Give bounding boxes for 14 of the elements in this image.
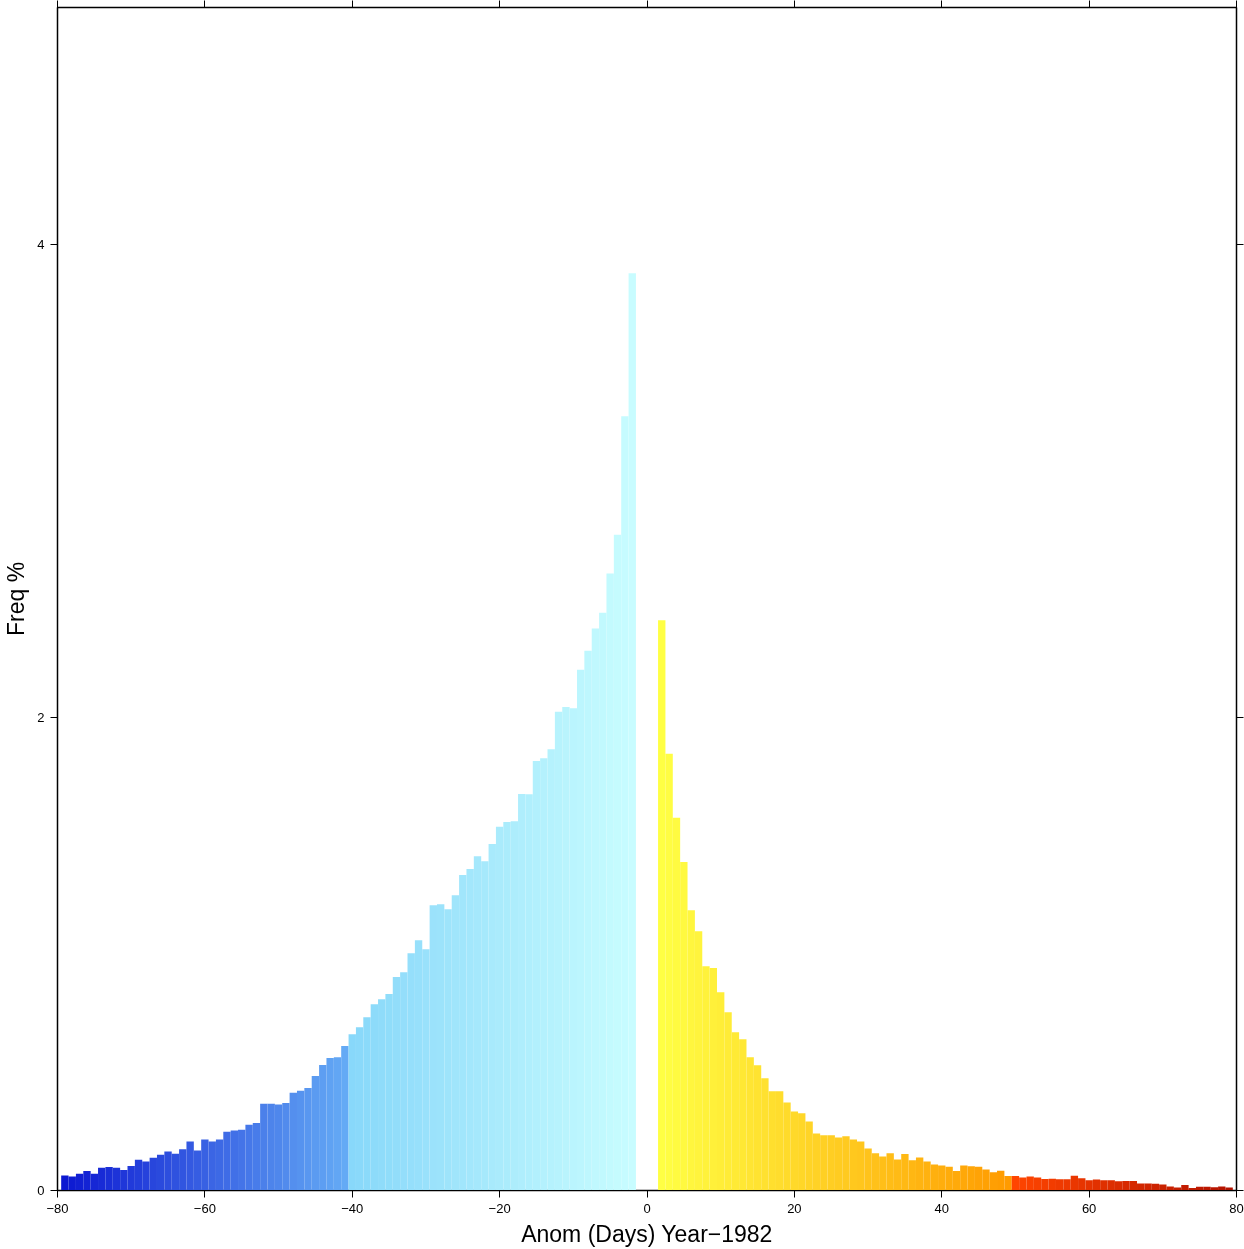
y-tick-label: 0: [37, 1183, 45, 1198]
x-axis-title: Anom (Days) Year−1982: [521, 1220, 773, 1247]
x-tick-label: 0: [643, 1200, 651, 1216]
x-tick-label: −80: [46, 1200, 69, 1216]
y-tick-label: 4: [37, 236, 45, 252]
x-tick-label: −40: [341, 1200, 364, 1216]
x-tick-label: 20: [787, 1200, 802, 1216]
x-tick-label: 40: [934, 1200, 949, 1216]
x-tick-label: 80: [1229, 1200, 1244, 1216]
x-tick-label: −20: [488, 1200, 511, 1216]
y-axis-title: Freq %: [3, 561, 30, 637]
y-tick-label: 2: [37, 709, 45, 725]
x-tick-label: 60: [1081, 1200, 1097, 1216]
x-tick-label: −60: [193, 1200, 216, 1216]
